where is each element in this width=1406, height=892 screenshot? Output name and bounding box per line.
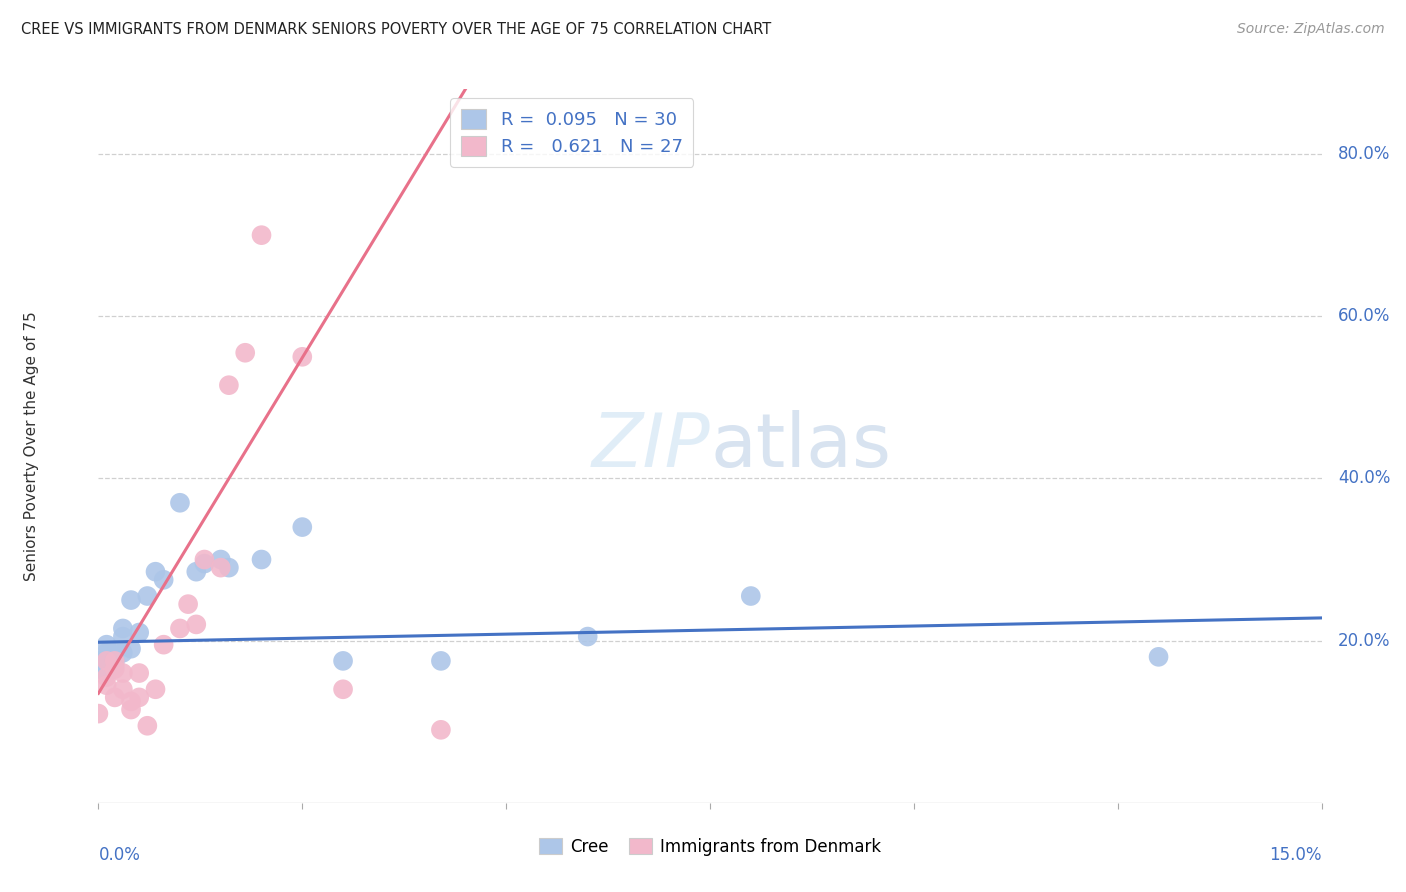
- Point: [145, 565, 167, 579]
- Point: [186, 565, 208, 579]
- Point: [152, 638, 174, 652]
- Point: [145, 682, 167, 697]
- Point: [291, 520, 314, 534]
- Point: [111, 646, 134, 660]
- Point: [128, 625, 150, 640]
- Point: [111, 682, 134, 697]
- Point: [250, 552, 273, 566]
- Point: [332, 654, 354, 668]
- Point: [218, 378, 240, 392]
- Text: 60.0%: 60.0%: [1339, 307, 1391, 326]
- Text: CREE VS IMMIGRANTS FROM DENMARK SENIORS POVERTY OVER THE AGE OF 75 CORRELATION C: CREE VS IMMIGRANTS FROM DENMARK SENIORS …: [21, 22, 772, 37]
- Point: [104, 654, 127, 668]
- Point: [250, 228, 273, 243]
- Point: [120, 641, 142, 656]
- Point: [430, 654, 453, 668]
- Text: Seniors Poverty Over the Age of 75: Seniors Poverty Over the Age of 75: [24, 311, 38, 581]
- Point: [111, 666, 134, 681]
- Text: 80.0%: 80.0%: [1339, 145, 1391, 163]
- Point: [87, 706, 110, 721]
- Point: [96, 670, 118, 684]
- Point: [87, 654, 110, 668]
- Point: [209, 560, 232, 574]
- Point: [152, 573, 174, 587]
- Point: [96, 646, 118, 660]
- Point: [96, 638, 118, 652]
- Point: [96, 654, 118, 668]
- Point: [120, 694, 142, 708]
- Point: [177, 597, 200, 611]
- Point: [136, 589, 159, 603]
- Text: 0.0%: 0.0%: [98, 846, 141, 863]
- Point: [209, 552, 232, 566]
- Text: 20.0%: 20.0%: [1339, 632, 1391, 649]
- Point: [104, 657, 127, 672]
- Point: [104, 690, 127, 705]
- Text: Source: ZipAtlas.com: Source: ZipAtlas.com: [1237, 22, 1385, 37]
- Point: [96, 678, 118, 692]
- Point: [169, 622, 191, 636]
- Point: [169, 496, 191, 510]
- Point: [233, 345, 256, 359]
- Point: [120, 593, 142, 607]
- Point: [193, 552, 215, 566]
- Text: 40.0%: 40.0%: [1339, 469, 1391, 487]
- Point: [430, 723, 453, 737]
- Point: [128, 666, 150, 681]
- Point: [291, 350, 314, 364]
- Point: [193, 557, 215, 571]
- Text: atlas: atlas: [710, 409, 891, 483]
- Point: [96, 666, 118, 681]
- Point: [740, 589, 762, 603]
- Point: [120, 702, 142, 716]
- Point: [136, 719, 159, 733]
- Text: ZIP: ZIP: [592, 410, 710, 482]
- Point: [186, 617, 208, 632]
- Point: [332, 682, 354, 697]
- Point: [104, 662, 127, 676]
- Point: [128, 690, 150, 705]
- Point: [87, 662, 110, 676]
- Text: 15.0%: 15.0%: [1270, 846, 1322, 863]
- Legend: Cree, Immigrants from Denmark: Cree, Immigrants from Denmark: [531, 831, 889, 863]
- Point: [111, 622, 134, 636]
- Point: [96, 654, 118, 668]
- Point: [104, 654, 127, 668]
- Point: [104, 646, 127, 660]
- Point: [1147, 649, 1170, 664]
- Point: [111, 630, 134, 644]
- Point: [218, 560, 240, 574]
- Point: [576, 630, 599, 644]
